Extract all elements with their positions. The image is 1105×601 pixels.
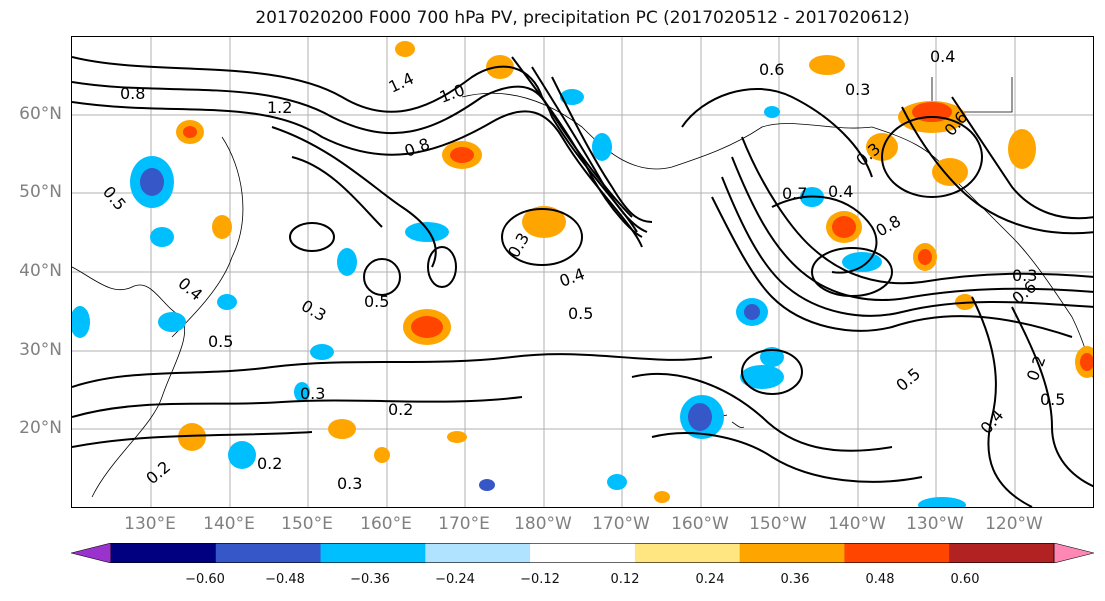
lon-label: 160°W — [671, 514, 729, 534]
contour-label: 0.4 — [557, 264, 587, 291]
colorbar-segments — [71, 543, 1094, 563]
colorbar-segment — [320, 543, 426, 563]
colorbar-segment — [530, 543, 636, 563]
contour-label: 1.2 — [267, 98, 292, 117]
lon-label: 150°W — [749, 514, 807, 534]
colorbar-frame — [110, 543, 1055, 563]
contour-label: 0.3 — [1012, 266, 1037, 285]
lon-label: 150°E — [281, 514, 333, 534]
map-title: 2017020200 F000 700 hPa PV, precipitatio… — [255, 8, 910, 28]
colorbar-segment — [111, 543, 217, 563]
contour-label: 0.7 — [782, 184, 807, 203]
contour-label: 0.4 — [930, 47, 955, 66]
colorbar-tick: 0.60 — [950, 572, 980, 587]
colorbar-tick: −0.36 — [350, 572, 390, 587]
lon-label: 170°W — [592, 514, 650, 534]
contour-label: 0.8 — [402, 134, 432, 161]
colorbar-extend-high — [1053, 543, 1094, 563]
colorbar-tick: 0.48 — [865, 572, 895, 587]
contour-label: 0.5 — [568, 304, 593, 323]
contour-label: 1.4 — [386, 69, 417, 97]
colorbar-segment — [215, 543, 322, 563]
colorbar-tick: −0.48 — [265, 572, 305, 587]
lon-label: 140°E — [203, 514, 255, 534]
pv-contours — [72, 56, 1093, 507]
colorbar-tick: −0.12 — [520, 572, 560, 587]
lon-label: 160°E — [360, 514, 412, 534]
contour-label: 0.4 — [828, 182, 853, 201]
contour-label: 0.5 — [99, 182, 130, 214]
contour-label: 0.2 — [257, 454, 282, 473]
lon-label: 130°E — [124, 514, 176, 534]
lat-label: 40°N — [19, 261, 62, 281]
lon-label: 130°W — [906, 514, 964, 534]
lon-label: 140°W — [828, 514, 886, 534]
colorbar-segment — [634, 543, 741, 563]
contour-label: 0.2 — [388, 400, 413, 419]
lon-label: 180°W — [514, 514, 572, 534]
lat-label: 30°N — [19, 340, 62, 360]
colorbar-segment — [949, 543, 1055, 563]
negative-anomalies — [72, 89, 966, 507]
contour-label: 0.3 — [504, 229, 533, 261]
contour-label: 0.3 — [298, 296, 330, 325]
colorbar-segment — [739, 543, 845, 563]
lat-label: 20°N — [19, 418, 62, 438]
contour-label: 0.3 — [845, 80, 870, 99]
contour-label: 0.5 — [892, 364, 924, 395]
contour-label: 0.5 — [208, 332, 233, 351]
contour-label: 0.4 — [977, 406, 1008, 438]
colorbar-tick: 0.12 — [610, 572, 640, 587]
colorbar-tick: 0.24 — [695, 572, 725, 587]
colorbar-segment — [844, 543, 950, 563]
contour-label: 0.6 — [759, 60, 784, 79]
colorbar-extend-low — [71, 543, 112, 563]
lat-label: 50°N — [19, 182, 62, 202]
contour-label: 0.2 — [142, 457, 174, 488]
contour-label: 0.2 — [1023, 353, 1050, 383]
map-panel: 0.8 1.4 1.2 1.0 0.8 0.6 0.4 0.3 0.5 0.4 … — [71, 36, 1094, 508]
colorbar-tick: 0.36 — [780, 572, 810, 587]
lon-label: 170°E — [438, 514, 490, 534]
contour-label: 0.5 — [364, 292, 389, 311]
map-canvas: 0.8 1.4 1.2 1.0 0.8 0.6 0.4 0.3 0.5 0.4 … — [72, 37, 1093, 507]
colorbar — [71, 543, 1094, 563]
contour-label: 0.3 — [300, 384, 325, 403]
contour-label: 0.8 — [873, 211, 905, 240]
contour-label: 0.8 — [120, 84, 145, 103]
contour-label: 0.4 — [174, 274, 206, 305]
colorbar-tick: −0.60 — [185, 572, 225, 587]
colorbar-tick: −0.24 — [435, 572, 475, 587]
colorbar-segment — [425, 543, 531, 563]
contour-label: 0.5 — [1040, 390, 1065, 409]
lon-label: 120°W — [985, 514, 1043, 534]
lat-label: 60°N — [19, 104, 62, 124]
contour-label: 0.3 — [337, 474, 362, 493]
